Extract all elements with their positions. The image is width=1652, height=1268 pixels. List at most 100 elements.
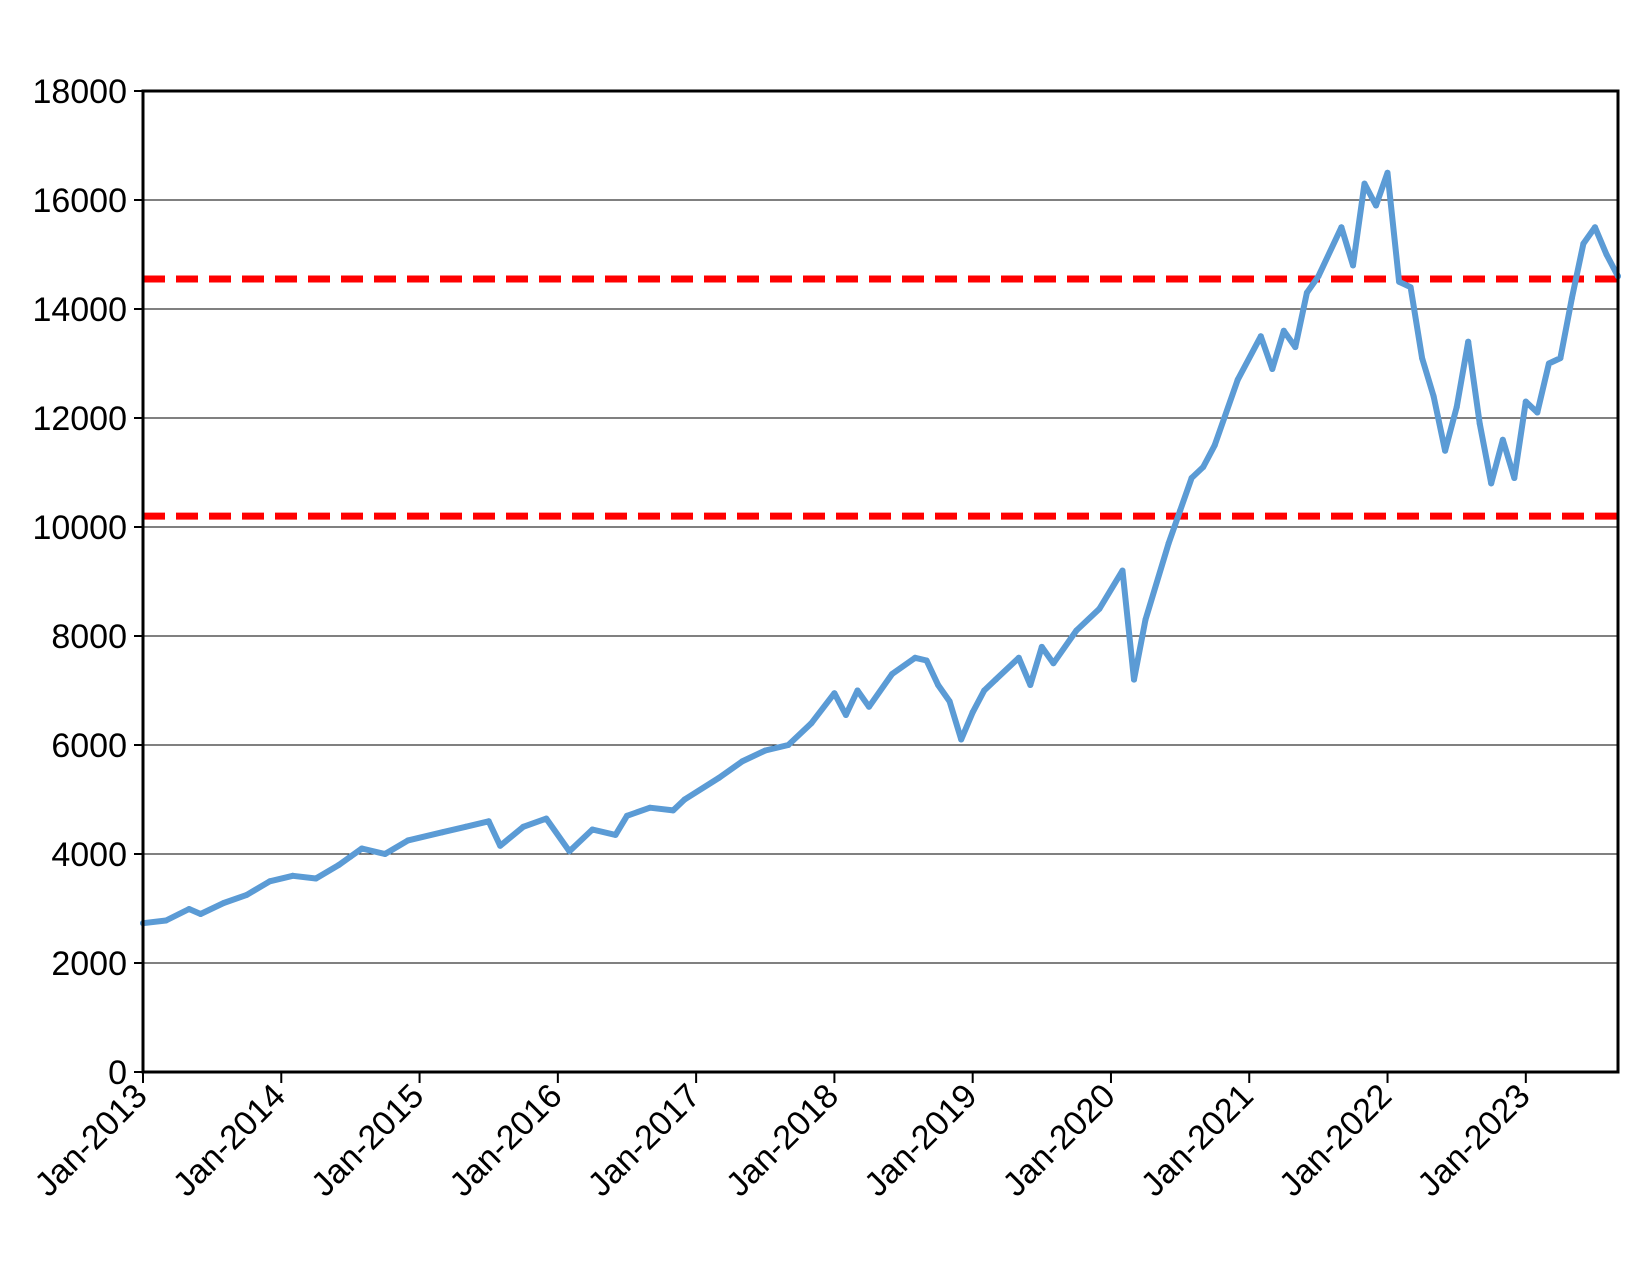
data-point <box>1419 355 1426 362</box>
data-point <box>1269 366 1276 372</box>
data-point <box>1522 398 1529 405</box>
data-point <box>1545 360 1552 367</box>
data-point <box>1142 616 1149 623</box>
data-point <box>670 807 677 814</box>
data-point <box>935 682 942 688</box>
y-tick-label: 18000 <box>32 73 127 111</box>
data-point <box>946 698 953 705</box>
data-point <box>1465 338 1472 345</box>
data-point <box>1303 289 1310 296</box>
data-point <box>1488 480 1495 487</box>
data-point <box>163 917 169 924</box>
data-point <box>739 758 746 765</box>
data-point <box>1280 327 1287 334</box>
data-point <box>1315 273 1322 280</box>
data-point <box>1396 278 1403 285</box>
data-point <box>1200 464 1207 470</box>
data-point <box>1557 355 1564 362</box>
data-point <box>382 851 388 857</box>
reference-lines <box>143 275 1618 520</box>
y-tick-label: 8000 <box>51 618 127 656</box>
data-point <box>589 826 596 833</box>
data-point <box>1027 682 1034 688</box>
data-point <box>854 687 861 694</box>
data-point <box>1131 676 1137 683</box>
data-point <box>312 875 319 882</box>
data-point <box>1499 436 1506 443</box>
data-point <box>220 900 227 906</box>
data-point <box>624 812 630 819</box>
data-point <box>1373 202 1379 209</box>
data-point <box>1453 404 1460 411</box>
data-point <box>1257 333 1264 340</box>
data-point <box>1511 475 1518 481</box>
data-point <box>1534 409 1541 416</box>
data-point <box>1050 660 1057 667</box>
data-point <box>1350 262 1356 269</box>
y-tick-label: 10000 <box>32 509 127 547</box>
data-point <box>958 736 965 743</box>
data-point <box>1407 284 1414 291</box>
data-point <box>912 654 919 661</box>
data-point <box>762 747 769 754</box>
data-point <box>1015 654 1022 661</box>
data-point <box>1568 295 1575 302</box>
data-point <box>1476 420 1483 427</box>
data-point <box>543 815 550 822</box>
data-point <box>462 823 469 830</box>
data-point <box>681 796 688 803</box>
data-point <box>842 712 849 718</box>
data-point <box>243 891 250 898</box>
data-point <box>186 906 193 912</box>
data-point <box>923 657 930 664</box>
y-tick-label: 6000 <box>51 727 127 765</box>
data-point <box>647 804 653 811</box>
y-tick-label: 4000 <box>51 836 127 874</box>
data-point <box>405 837 411 844</box>
data-point <box>520 823 527 830</box>
data-point <box>485 818 492 825</box>
y-axis-ticks: 0 2000 4000 6000 8000 10000 12000 14000 16000 180… <box>32 73 143 1092</box>
data-point <box>1211 442 1218 449</box>
plot-area-border <box>141 89 1620 1074</box>
data-point <box>566 848 573 855</box>
data-point <box>889 671 895 678</box>
data-point <box>1177 507 1184 514</box>
data-point <box>969 709 976 716</box>
y-tick-label: 14000 <box>32 291 127 329</box>
data-point <box>1384 169 1391 176</box>
y-tick-label: 0 <box>108 1054 127 1092</box>
data-point <box>981 687 988 694</box>
data-point <box>716 774 723 781</box>
data-point <box>1038 643 1045 650</box>
data-point <box>1165 540 1172 547</box>
data-point <box>1442 447 1449 454</box>
data-point <box>1361 180 1368 187</box>
data-point <box>1234 376 1241 383</box>
y-tick-label: 16000 <box>32 182 127 220</box>
data-point <box>612 831 619 838</box>
data-point <box>1188 475 1195 481</box>
data-point <box>992 676 999 683</box>
data-point <box>1580 240 1587 247</box>
data-point <box>1338 224 1345 231</box>
data-point <box>1603 251 1610 258</box>
data-point <box>266 878 273 885</box>
data-point <box>831 690 838 697</box>
data-point <box>347 853 354 860</box>
data-point <box>289 872 296 879</box>
data-point <box>866 703 872 710</box>
data-point <box>1292 344 1299 351</box>
data-point <box>1073 627 1080 634</box>
data-point <box>1119 567 1126 574</box>
y-tick-label: 2000 <box>51 945 127 983</box>
data-point <box>439 829 446 836</box>
y-tick-label: 12000 <box>32 400 127 438</box>
data-point <box>335 861 342 868</box>
data-point <box>358 845 365 852</box>
data-point <box>497 842 504 849</box>
data-point <box>1096 605 1103 612</box>
data-point <box>1430 393 1437 400</box>
